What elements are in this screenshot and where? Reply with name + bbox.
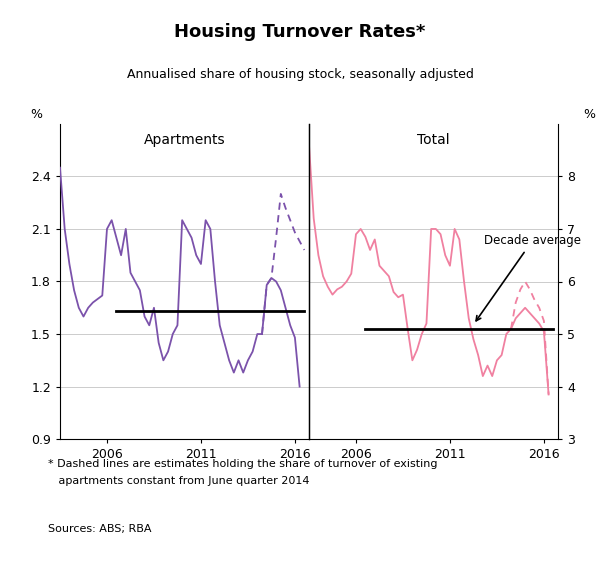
Text: %: %	[583, 108, 595, 120]
Text: Sources: ABS; RBA: Sources: ABS; RBA	[48, 524, 151, 534]
Text: Apartments: Apartments	[143, 133, 226, 148]
Text: %: %	[30, 108, 42, 120]
Text: * Dashed lines are estimates holding the share of turnover of existing: * Dashed lines are estimates holding the…	[48, 459, 437, 469]
Text: Decade average: Decade average	[476, 234, 581, 321]
Text: Total: Total	[417, 133, 450, 148]
Text: apartments constant from June quarter 2014: apartments constant from June quarter 20…	[48, 476, 310, 486]
Text: Housing Turnover Rates*: Housing Turnover Rates*	[175, 23, 425, 41]
Text: Annualised share of housing stock, seasonally adjusted: Annualised share of housing stock, seaso…	[127, 68, 473, 81]
